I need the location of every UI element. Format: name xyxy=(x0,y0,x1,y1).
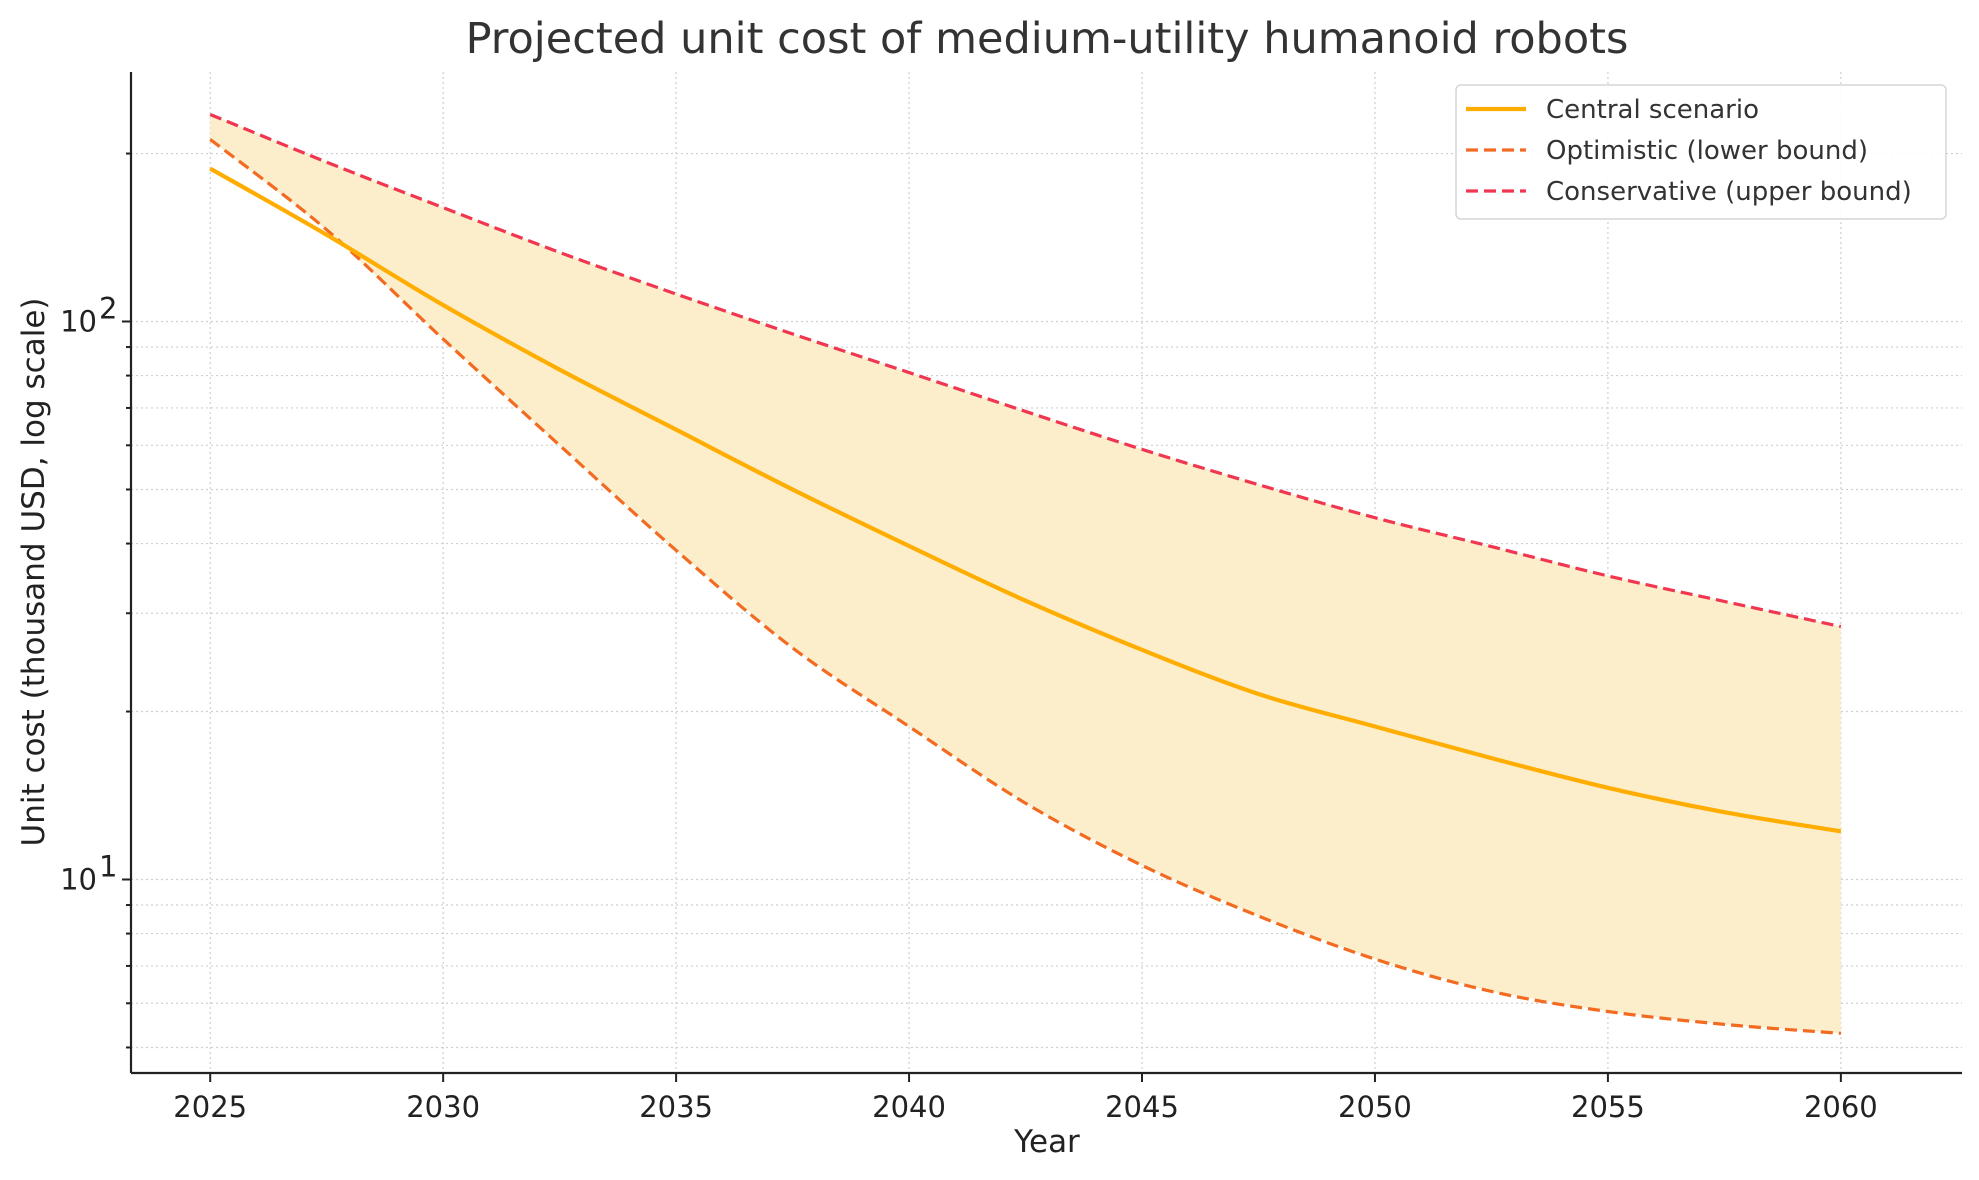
y-axis-label: Unit cost (thousand USD, log scale) xyxy=(16,298,52,847)
y-tick-label-exponent: 1 xyxy=(99,849,117,883)
x-tick-label: 2025 xyxy=(173,1090,247,1124)
legend-label: Optimistic (lower bound) xyxy=(1546,136,1868,166)
x-tick-label: 2035 xyxy=(639,1090,713,1124)
chart-title: Projected unit cost of medium-utility hu… xyxy=(466,14,1629,64)
axes xyxy=(129,72,1962,1075)
x-tick-label: 2055 xyxy=(1571,1090,1645,1124)
series-line-conservative-upper-bound xyxy=(209,112,1842,629)
legend-label: Central scenario xyxy=(1546,95,1759,125)
series-lines xyxy=(209,112,1842,1035)
uncertainty-band xyxy=(210,114,1841,1034)
y-tick-label: 10 xyxy=(60,862,97,896)
band-area xyxy=(210,114,1841,1034)
x-tick-label: 2060 xyxy=(1804,1090,1878,1124)
x-tick-label: 2030 xyxy=(406,1090,480,1124)
legend-label: Conservative (upper bound) xyxy=(1546,177,1912,207)
legend-box xyxy=(1455,84,1947,220)
x-axis-label: Year xyxy=(1013,1124,1080,1160)
y-tick-label-exponent: 2 xyxy=(99,292,117,326)
y-tick-label: 10 xyxy=(60,305,97,339)
legend: Central scenario Optimistic (lower bound)… xyxy=(1455,84,1947,220)
x-tick-label: 2045 xyxy=(1105,1090,1179,1124)
x-tick-label: 2040 xyxy=(872,1090,946,1124)
series-line-optimistic-lower-bound xyxy=(209,138,1841,1035)
x-tick-label: 2050 xyxy=(1338,1090,1412,1124)
series-line-central-scenario xyxy=(209,166,1842,834)
